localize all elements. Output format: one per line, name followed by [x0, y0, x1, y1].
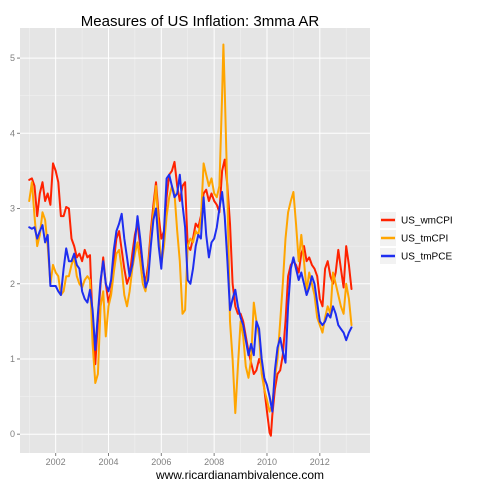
series-line-US_tmCPI — [28, 43, 353, 415]
legend-label-US_tmPCE: US_tmPCE — [401, 252, 452, 263]
chart-caption: www.ricardianambivalence.com — [155, 468, 325, 482]
chart-title: Measures of US Inflation: 3mma AR — [80, 13, 320, 30]
legend: US_wmCPI US_tmCPI US_tmPCE — [380, 212, 453, 264]
series-line-US_tmPCE — [28, 173, 353, 413]
legend-label-US_tmCPI: US_tmCPI — [401, 234, 448, 245]
y-tick-label: 0 — [10, 429, 15, 439]
y-tick-label: 1 — [10, 354, 15, 364]
x-tick-label: 2004 — [98, 457, 118, 467]
series-lines — [28, 43, 353, 437]
legend-label-US_wmCPI: US_wmCPI — [401, 216, 453, 227]
y-tick-label: 5 — [10, 53, 15, 63]
y-tick-label: 4 — [10, 128, 15, 138]
y-tick-label: 2 — [10, 279, 15, 289]
x-tick-label: 2002 — [46, 457, 66, 467]
axis-ticks: 0 1 2 3 4 5 2002 2004 2006 2008 2010 2012 — [10, 53, 330, 467]
series-line-US_wmCPI — [28, 158, 353, 437]
x-tick-label: 2008 — [204, 457, 224, 467]
y-tick-label: 3 — [10, 204, 15, 214]
x-tick-label: 2012 — [310, 457, 330, 467]
x-tick-label: 2006 — [151, 457, 171, 467]
x-tick-label: 2010 — [257, 457, 277, 467]
gridlines — [20, 28, 370, 453]
plot-panel — [20, 28, 370, 453]
